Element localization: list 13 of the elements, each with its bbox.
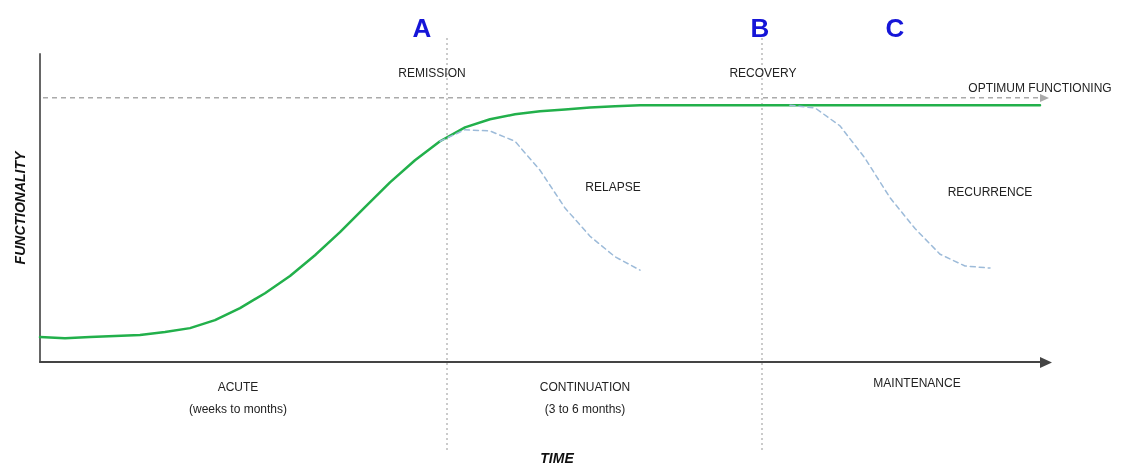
text: REMISSION	[398, 66, 466, 80]
text: MAINTENANCE	[873, 376, 961, 390]
text: TIME	[540, 450, 575, 466]
ref-line-label: OPTIMUM FUNCTIONING	[968, 80, 1112, 95]
text: B	[750, 13, 770, 43]
annotation: RELAPSE	[585, 180, 641, 194]
annotation: RECURRENCE	[947, 185, 1033, 199]
text: ACUTE (weeks to months)	[188, 380, 288, 416]
y-axis-title: FUNCTIONALITY	[12, 149, 28, 265]
text: A	[412, 13, 432, 43]
text: RECOVERY	[729, 66, 797, 80]
text: C	[885, 13, 905, 43]
text: CONTINUATION (3 to 6 months)	[539, 380, 631, 416]
